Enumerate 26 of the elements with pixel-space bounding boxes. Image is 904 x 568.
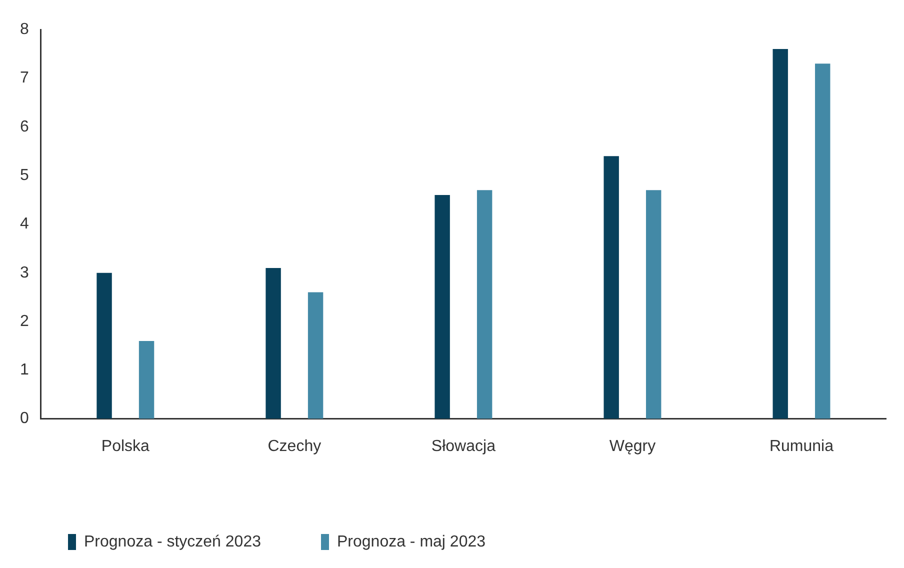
y-tick-label: 1 [20, 362, 29, 379]
bar [604, 156, 619, 419]
x-tick-label: Czechy [268, 438, 322, 455]
bar [96, 272, 112, 419]
y-tick-label: 7 [20, 70, 29, 87]
y-tick-label: 2 [20, 312, 29, 330]
y-tick-label: 0 [20, 410, 29, 428]
bar [308, 292, 324, 419]
y-tick-label: 8 [20, 21, 29, 38]
bar [266, 268, 281, 419]
bar [815, 64, 830, 419]
legend-label: Prognoza - maj 2023 [336, 533, 486, 550]
y-tick-label: 3 [20, 264, 29, 282]
y-tick-label: 6 [20, 118, 29, 136]
bar [434, 195, 450, 419]
x-tick-label: Węgry [609, 438, 656, 455]
legend-label: Prognoza - styczeń 2023 [84, 533, 262, 550]
y-tick-label: 5 [20, 166, 29, 184]
x-tick-label: Polska [101, 438, 150, 455]
bar [138, 340, 154, 419]
y-tick-label: 4 [20, 216, 29, 233]
bar [476, 190, 492, 419]
bar [772, 49, 788, 419]
x-tick-label: Rumunia [769, 438, 834, 455]
bar [646, 190, 662, 419]
x-tick-label: Słowacja [431, 438, 496, 455]
